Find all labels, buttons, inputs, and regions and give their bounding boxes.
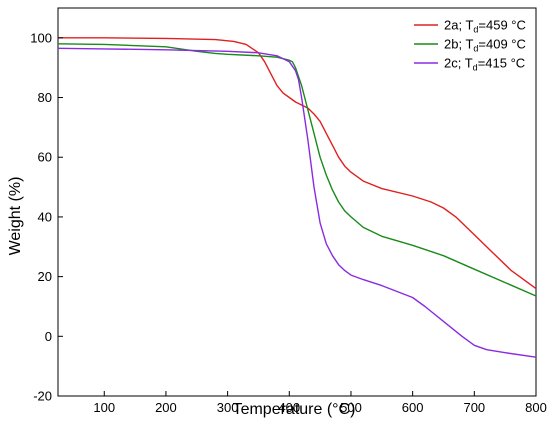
x-tick-label: 700 xyxy=(463,400,485,415)
y-tick-label: 60 xyxy=(38,150,52,165)
x-tick-label: 100 xyxy=(93,400,115,415)
legend-label-3: 2c; Td=415 °C xyxy=(444,56,525,73)
y-tick-label: 20 xyxy=(38,269,52,284)
series-line-1 xyxy=(58,37,537,290)
y-tick-label: -20 xyxy=(33,389,52,404)
y-axis-label: Weight (%) xyxy=(7,177,24,256)
x-tick-label: 200 xyxy=(155,400,177,415)
x-tick-label: 600 xyxy=(402,400,424,415)
series-lines xyxy=(57,37,537,358)
series-line-3 xyxy=(57,47,537,358)
y-tick-label: 100 xyxy=(30,30,52,45)
plot-area xyxy=(57,7,537,397)
y-tick-label: 40 xyxy=(38,209,52,224)
legend-label-2: 2b; Td=409 °C xyxy=(444,37,526,54)
y-tick-label: 80 xyxy=(38,90,52,105)
x-tick-label: 800 xyxy=(525,400,547,415)
series-line-2 xyxy=(57,43,537,297)
plot-border xyxy=(57,7,537,397)
x-tick-label: 300 xyxy=(217,400,239,415)
x-axis-label: Temperature (°C) xyxy=(233,401,356,418)
y-axis-ticks: -20 0 20 40 60 80 100 xyxy=(30,30,63,404)
y-tick-label: 0 xyxy=(45,329,52,344)
legend: 2a; Td=459 °C 2b; Td=409 °C 2c; Td=415 °C xyxy=(414,18,526,73)
x-tick-label: 400 xyxy=(278,400,300,415)
x-tick-label: 500 xyxy=(340,400,362,415)
legend-label-1: 2a; Td=459 °C xyxy=(444,18,526,35)
x-axis-ticks: 100 200 300 400 500 600 700 800 xyxy=(93,391,547,415)
